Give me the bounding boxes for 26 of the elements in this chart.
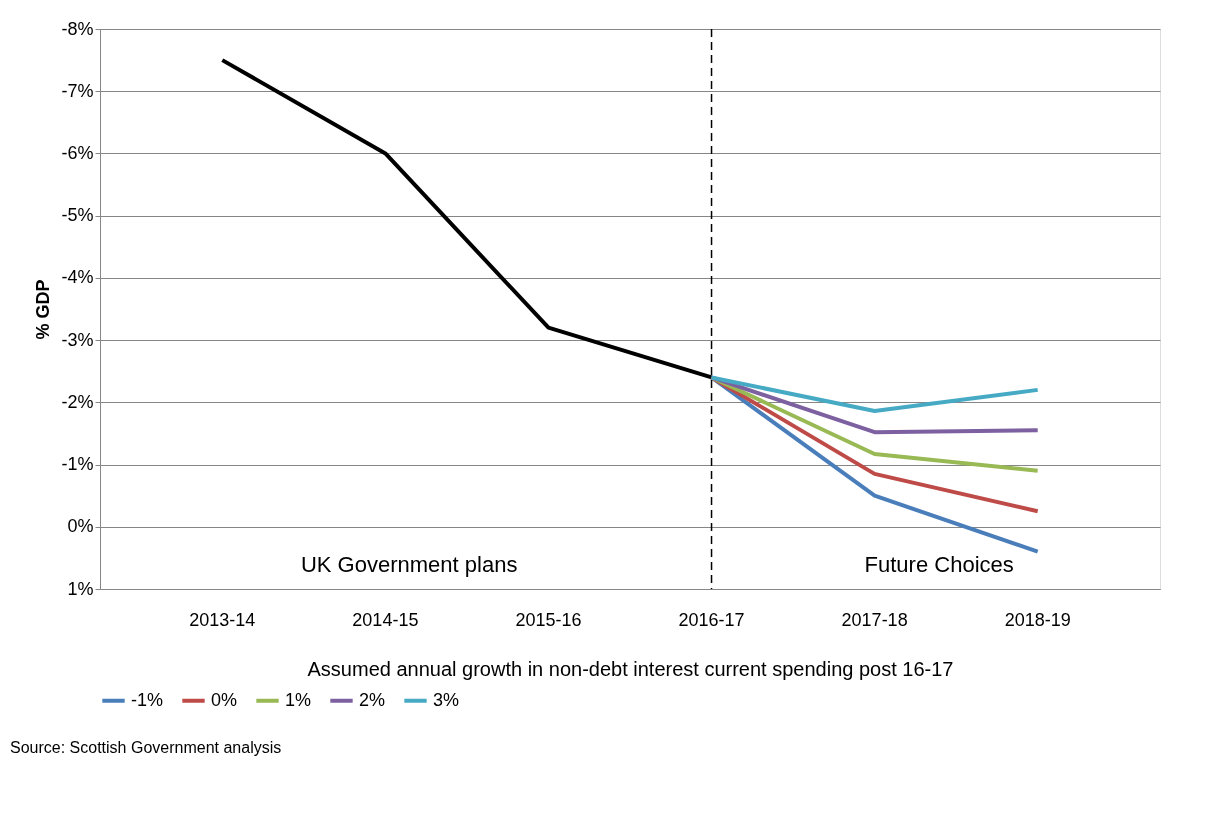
y-tick-label: -6% bbox=[61, 142, 94, 163]
y-tick-label: -8% bbox=[61, 18, 94, 39]
x-tick-label: 2016-17 bbox=[678, 609, 745, 630]
annotation: Future Choices bbox=[864, 552, 1014, 577]
source-note: Source: Scottish Government analysis bbox=[10, 739, 282, 756]
legend-label: -1% bbox=[131, 689, 164, 710]
annotation: UK Government plans bbox=[300, 552, 518, 577]
y-axis-title: % GDP bbox=[33, 279, 54, 340]
y-tick-label: -4% bbox=[61, 267, 94, 288]
y-tick-label: 1% bbox=[67, 578, 94, 599]
x-axis-title: Assumed annual growth in non-debt interest current spending post 16-17 bbox=[307, 657, 954, 680]
y-tick-label: -7% bbox=[61, 80, 94, 101]
x-tick-label: 2014-15 bbox=[352, 609, 419, 630]
y-tick-label: -3% bbox=[61, 329, 94, 350]
legend-label: 3% bbox=[433, 689, 460, 710]
x-tick-label: 2015-16 bbox=[515, 609, 582, 630]
y-tick-label: -5% bbox=[61, 205, 94, 226]
legend-label: 0% bbox=[211, 689, 238, 710]
x-tick-label: 2017-18 bbox=[841, 609, 908, 630]
legend-label: 1% bbox=[285, 689, 312, 710]
x-tick-label: 2018-19 bbox=[1004, 609, 1071, 630]
x-tick-label: 2013-14 bbox=[189, 609, 256, 630]
y-tick-label: -1% bbox=[61, 454, 94, 475]
legend-label: 2% bbox=[359, 689, 386, 710]
y-tick-label: 0% bbox=[67, 516, 94, 537]
y-tick-label: -2% bbox=[61, 391, 94, 412]
